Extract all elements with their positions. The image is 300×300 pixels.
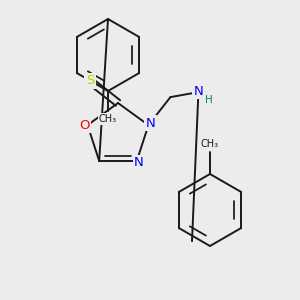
Text: N: N [146,117,155,130]
Text: O: O [79,118,90,132]
Text: CH₃: CH₃ [201,139,219,149]
Text: S: S [86,74,94,88]
Text: CH₃: CH₃ [99,114,117,124]
Text: N: N [194,85,203,98]
Text: N: N [134,156,144,170]
Text: H: H [205,95,212,105]
